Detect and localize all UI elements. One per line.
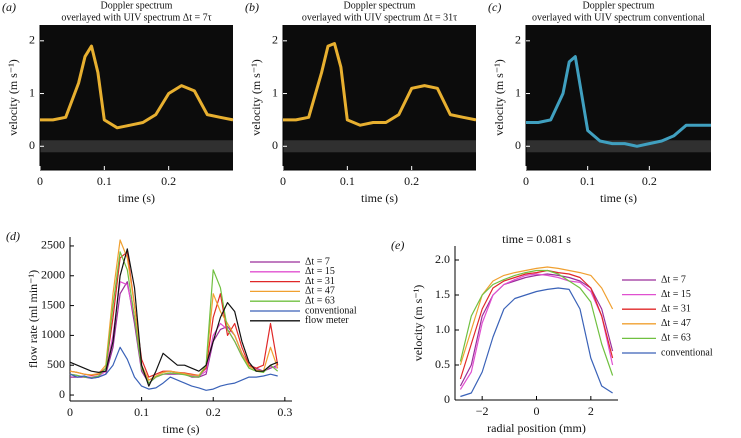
- panel-label: (c): [488, 0, 501, 14]
- x-tick-label: 0: [534, 404, 540, 418]
- y-axis-label: velocity (m s⁻¹): [249, 59, 263, 136]
- series-line: [69, 251, 279, 384]
- y-tick-label: 0: [29, 138, 35, 152]
- chart-subtitle: overlayed with UIV spectrum conventional: [532, 12, 705, 23]
- x-tick-label: −2: [476, 404, 489, 418]
- x-tick-label: 0.1: [134, 405, 149, 419]
- x-tick-label: 0.1: [97, 174, 112, 188]
- legend-label: Δt = 15: [305, 266, 335, 277]
- x-tick-label: 0: [37, 174, 43, 188]
- legend-label: Δt = 47: [661, 318, 691, 329]
- x-tick-label: 0.3: [277, 405, 292, 419]
- x-tick-label: 0.2: [642, 174, 657, 188]
- y-tick-label: 1.0: [435, 322, 450, 336]
- series-line: [69, 239, 279, 381]
- series-line: [69, 251, 279, 378]
- panel-label: (e): [391, 238, 404, 252]
- x-tick-label: 0.2: [404, 174, 419, 188]
- y-tick-label: 2500: [41, 238, 65, 252]
- legend-label: Δt = 7: [661, 274, 686, 285]
- y-tick-label: 1: [272, 85, 278, 99]
- panel: 0 0.1 0.2 0 1 2 time (s) velocity (m s⁻¹) (b) Dop…: [245, 0, 477, 205]
- y-tick-label: 1000: [41, 327, 65, 341]
- panel-label: (a): [2, 0, 16, 14]
- panel: −2 0 2 0 0.5 1.0 1.5 2.0 radial position (mm) vel…: [391, 232, 713, 435]
- series-line: [459, 273, 614, 387]
- legend-label: flow meter: [305, 315, 349, 326]
- chart-subtitle: overlayed with UIV spectrum Δt = 7τ: [61, 12, 211, 23]
- y-tick-label: 0: [444, 392, 450, 406]
- y-tick-label: 0: [59, 387, 65, 401]
- series-line: [69, 281, 278, 381]
- legend-label: Δt = 15: [661, 289, 691, 300]
- y-tick-label: 1500: [41, 297, 65, 311]
- y-tick-label: 0: [515, 138, 521, 152]
- y-tick-label: 1: [515, 85, 521, 99]
- spectrogram-band: [283, 140, 476, 153]
- x-axis-label: radial position (mm): [487, 421, 586, 435]
- legend-label: Δt = 31: [305, 276, 335, 287]
- legend-label: conventional: [661, 347, 713, 358]
- y-axis-label: velocity (m s⁻¹): [411, 285, 425, 362]
- uiv-trace: [526, 55, 711, 148]
- series-line: [459, 266, 614, 366]
- panel-label: (b): [245, 0, 259, 14]
- y-axis-label: velocity (m s⁻¹): [492, 59, 506, 136]
- y-tick-label: 500: [47, 357, 65, 371]
- series-line: [459, 273, 614, 390]
- y-tick-label: 1.5: [435, 287, 450, 301]
- uiv-trace: [40, 44, 234, 130]
- x-tick-label: 0.1: [340, 174, 355, 188]
- legend-label: conventional: [305, 305, 357, 316]
- x-tick-label: 0: [280, 174, 286, 188]
- y-tick-label: 2: [515, 33, 521, 47]
- series-line: [69, 248, 278, 387]
- x-axis-label: time (s): [361, 191, 398, 205]
- y-tick-label: 2000: [41, 268, 65, 282]
- legend-label: Δt = 31: [661, 303, 691, 314]
- series-line: [459, 269, 614, 376]
- x-tick-label: 2: [588, 404, 594, 418]
- panel: 0 0.1 0.2 0 1 2 time (s) velocity (m s⁻¹) (c) Dop…: [488, 0, 711, 205]
- spectrogram-band: [526, 140, 711, 153]
- uiv-trace: [283, 42, 477, 127]
- chart-title: Doppler spectrum: [344, 0, 416, 11]
- x-axis-label: time (s): [118, 191, 155, 205]
- series-line: [459, 269, 614, 380]
- chart-title: time = 0.081 s: [502, 232, 571, 246]
- x-tick-label: 0: [67, 405, 73, 419]
- x-axis-label: time (s): [163, 422, 200, 436]
- x-axis-label: time (s): [600, 191, 637, 205]
- y-tick-label: 2: [29, 33, 35, 47]
- y-tick-label: 1: [29, 85, 35, 99]
- y-tick-label: 2.0: [435, 252, 450, 266]
- chart-title: Doppler spectrum: [101, 0, 173, 11]
- legend-label: Δt = 63: [305, 295, 335, 306]
- panel: 0 0.1 0.2 0.3 0 500 1000 1500 2000 2500 time (s) fl…: [6, 229, 357, 436]
- x-tick-label: 0: [523, 174, 529, 188]
- y-axis-label: velocity (m s⁻¹): [6, 59, 20, 136]
- panel: 0 0.1 0.2 0 1 2 time (s) velocity (m s⁻¹) (a) Dop…: [2, 0, 234, 205]
- series-line: [69, 346, 278, 391]
- panel-label: (d): [6, 229, 20, 243]
- chart-subtitle: overlayed with UIV spectrum Δt = 31τ: [302, 12, 457, 23]
- legend-label: Δt = 7: [305, 256, 330, 267]
- series-line: [70, 281, 278, 384]
- legend-label: Δt = 63: [661, 333, 691, 344]
- y-tick-label: 2: [272, 33, 278, 47]
- chart-title: Doppler spectrum: [583, 0, 655, 11]
- spectrogram-band: [40, 140, 233, 153]
- y-tick-label: 0.5: [435, 357, 450, 371]
- x-tick-label: 0.2: [161, 174, 176, 188]
- x-tick-label: 0.2: [206, 405, 221, 419]
- x-tick-label: 0.1: [580, 174, 595, 188]
- series-line: [460, 287, 613, 398]
- y-axis-label: flow rate (ml min⁻¹): [26, 270, 40, 368]
- y-tick-label: 0: [272, 138, 278, 152]
- legend-label: Δt = 47: [305, 286, 335, 297]
